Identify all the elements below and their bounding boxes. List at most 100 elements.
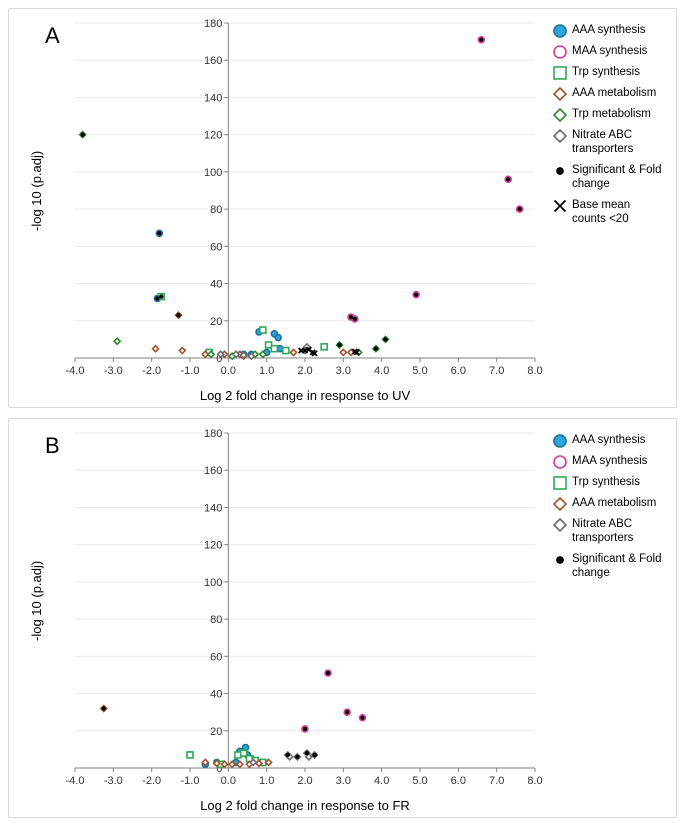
- data-point: [353, 317, 357, 321]
- y-axis-label: -log 10 (p.adj): [29, 150, 44, 230]
- data-point: [159, 294, 163, 298]
- data-point: [187, 752, 193, 758]
- data-point: [383, 337, 387, 341]
- legend-entry: AAA synthesis: [553, 433, 666, 448]
- legend-entry: Trp synthesis: [553, 65, 666, 80]
- legend-marker-icon: [553, 45, 567, 59]
- x-tick-label: 2.0: [297, 775, 312, 787]
- legend-label: AAA metabolism: [572, 496, 666, 510]
- data-point: [275, 335, 281, 341]
- legend-label: MAA synthesis: [572, 44, 666, 58]
- data-point: [271, 346, 277, 352]
- legend-entry: Trp synthesis: [553, 475, 666, 490]
- x-tick-label: 6.0: [451, 365, 466, 377]
- legend-label: Significant & Fold change: [572, 552, 666, 581]
- y-tick-label: 120: [204, 540, 222, 552]
- y-tick-label: 160: [204, 465, 222, 477]
- legend: AAA synthesis MAA synthesis Trp synthesis A…: [545, 15, 670, 403]
- legend-marker-icon: [553, 518, 567, 532]
- y-tick-label: 160: [204, 55, 222, 67]
- legend-marker-icon: [553, 108, 567, 122]
- legend: AAA synthesis MAA synthesis Trp synthesis A…: [545, 425, 670, 813]
- data-point: [291, 349, 297, 355]
- x-axis-label: Log 2 fold change in response to FR: [75, 798, 535, 813]
- x-tick-label: 8.0: [527, 775, 542, 787]
- y-tick-label: 120: [204, 130, 222, 142]
- legend-entry: Significant & Fold change: [553, 552, 666, 581]
- x-tick-label: -3.0: [104, 775, 123, 787]
- x-tick-label: -1.0: [181, 365, 200, 377]
- legend-label: AAA synthesis: [572, 23, 666, 37]
- y-tick-label: 100: [204, 577, 222, 589]
- x-tick-label: -2.0: [142, 775, 161, 787]
- data-point: [374, 346, 378, 350]
- x-tick-label: 3.0: [336, 365, 351, 377]
- x-tick-label: -4.0: [66, 775, 85, 787]
- legend-marker-icon: [553, 164, 567, 178]
- data-point: [260, 327, 266, 333]
- data-point: [349, 315, 353, 319]
- x-tick-label: 4.0: [374, 365, 389, 377]
- x-tick-label: 5.0: [412, 775, 427, 787]
- data-point: [360, 716, 364, 720]
- y-tick-label: 20: [210, 726, 222, 738]
- y-tick-label: 180: [204, 428, 222, 440]
- y-tick-label: 40: [210, 689, 222, 701]
- legend-entry: Trp metabolism: [553, 107, 666, 122]
- data-point: [326, 671, 330, 675]
- x-tick-label: 2.0: [297, 365, 312, 377]
- legend-entry: AAA metabolism: [553, 86, 666, 101]
- data-point: [176, 313, 180, 317]
- legend-entry: AAA metabolism: [553, 496, 666, 511]
- y-tick-label: 180: [204, 18, 222, 30]
- legend-label: Significant & Fold change: [572, 163, 666, 192]
- data-point: [340, 349, 346, 355]
- legend-label: AAA synthesis: [572, 433, 666, 447]
- legend-label: Nitrate ABC transporters: [572, 128, 666, 157]
- x-tick-label: -3.0: [104, 365, 123, 377]
- x-tick-label: 6.0: [451, 775, 466, 787]
- data-point: [286, 753, 290, 757]
- x-tick-label: -2.0: [142, 365, 161, 377]
- y-tick-label: 80: [210, 204, 222, 216]
- chart-area: 020406080100120140160180-4.0-3.0-2.0-1.0…: [15, 425, 545, 813]
- legend-entry: AAA synthesis: [553, 23, 666, 38]
- legend-entry: MAA synthesis: [553, 44, 666, 59]
- legend-entry: Base mean counts <20: [553, 198, 666, 227]
- legend-marker-icon: [553, 553, 567, 567]
- x-tick-label: 5.0: [412, 365, 427, 377]
- legend-marker-icon: [553, 455, 567, 469]
- legend-marker-icon: [553, 476, 567, 490]
- data-point: [303, 727, 307, 731]
- legend-marker-icon: [553, 497, 567, 511]
- legend-entry: Nitrate ABC transporters: [553, 517, 666, 546]
- y-tick-label: 60: [210, 241, 222, 253]
- legend-entry: MAA synthesis: [553, 454, 666, 469]
- x-axis-label: Log 2 fold change in response to UV: [75, 388, 535, 403]
- legend-entry: Nitrate ABC transporters: [553, 128, 666, 157]
- y-axis-label: -log 10 (p.adj): [29, 560, 44, 640]
- chart-area: 020406080100120140160180-4.0-3.0-2.0-1.0…: [15, 15, 545, 403]
- data-point: [321, 344, 327, 350]
- data-point: [312, 753, 316, 757]
- legend-label: Trp metabolism: [572, 107, 666, 121]
- y-tick-label: 80: [210, 614, 222, 626]
- y-tick-label: 40: [210, 279, 222, 291]
- data-point: [479, 38, 483, 42]
- data-point: [179, 348, 185, 354]
- y-tick-label: 60: [210, 651, 222, 663]
- data-point: [283, 348, 289, 354]
- legend-label: AAA metabolism: [572, 86, 666, 100]
- x-tick-label: 4.0: [374, 775, 389, 787]
- scatter-plot: 020406080100120140160180-4.0-3.0-2.0-1.0…: [15, 15, 545, 386]
- data-point: [80, 132, 84, 136]
- legend-marker-icon: [553, 66, 567, 80]
- data-point: [506, 177, 510, 181]
- data-point: [102, 706, 106, 710]
- legend-label: Trp synthesis: [572, 65, 666, 79]
- x-tick-label: -4.0: [66, 365, 85, 377]
- scatter-plot: 020406080100120140160180-4.0-3.0-2.0-1.0…: [15, 425, 545, 796]
- data-point: [155, 296, 159, 300]
- legend-marker-icon: [553, 87, 567, 101]
- x-tick-label: 8.0: [527, 365, 542, 377]
